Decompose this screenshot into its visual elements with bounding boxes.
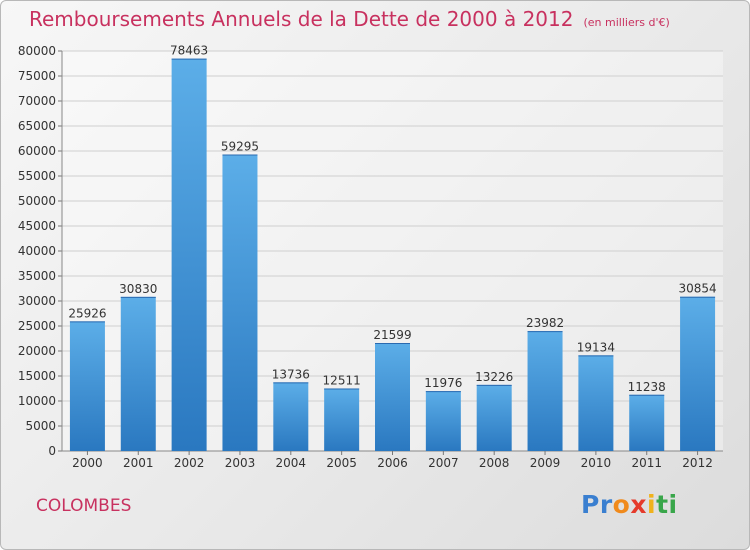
bar-value-label: 21599 [373, 328, 411, 342]
proxiti-logo: Proxiti [581, 490, 678, 519]
bar-value-label: 23982 [526, 316, 564, 330]
y-tick-label: 25000 [18, 319, 56, 333]
bar [171, 58, 207, 452]
place-name: COLOMBES [36, 496, 132, 516]
bar-value-label: 11238 [628, 380, 666, 394]
x-tick-label: 2012 [682, 456, 713, 470]
bar-value-label: 12511 [323, 373, 361, 387]
bar [425, 391, 461, 451]
y-tick-label: 30000 [18, 294, 56, 308]
logo-letter: i [647, 490, 657, 519]
y-tick-label: 75000 [18, 69, 56, 83]
y-tick-label: 60000 [18, 144, 56, 158]
x-tick-label: 2002 [174, 456, 205, 470]
bar-value-label: 30854 [678, 282, 716, 296]
bar [578, 355, 614, 451]
y-tick-label: 10000 [18, 394, 56, 408]
x-tick-label: 2009 [530, 456, 561, 470]
y-tick-label: 50000 [18, 194, 56, 208]
bar-value-label: 59295 [221, 140, 259, 154]
bar-value-label: 78463 [170, 44, 208, 58]
logo-letter: t [656, 490, 669, 519]
x-tick-label: 2005 [326, 456, 357, 470]
logo-letter: r [599, 490, 613, 519]
chart-title-text: Remboursements Annuels de la Dette de 20… [29, 7, 574, 31]
bar [324, 388, 360, 451]
y-tick-label: 15000 [18, 369, 56, 383]
bar [527, 331, 563, 451]
y-tick-label: 45000 [18, 219, 56, 233]
chart-subtitle: (en milliers d'€) [583, 16, 670, 29]
bar-value-label: 30830 [119, 282, 157, 296]
bar-value-label: 11976 [424, 376, 462, 390]
bar [680, 296, 716, 451]
x-tick-label: 2000 [72, 456, 103, 470]
x-tick-label: 2011 [631, 456, 662, 470]
x-tick-label: 2010 [581, 456, 612, 470]
bar-value-label: 13226 [475, 370, 513, 384]
logo-letter: P [581, 490, 600, 519]
bar [69, 321, 105, 451]
bar [273, 382, 309, 451]
bar-value-label: 19134 [577, 340, 615, 354]
logo-letter: x [630, 490, 647, 519]
bar-value-label: 25926 [68, 306, 106, 320]
x-tick-label: 2008 [479, 456, 510, 470]
x-tick-label: 2004 [276, 456, 307, 470]
bar-value-label: 13736 [272, 367, 310, 381]
x-tick-label: 2003 [225, 456, 256, 470]
y-tick-label: 40000 [18, 244, 56, 258]
y-tick-label: 80000 [18, 44, 56, 58]
bar [629, 394, 665, 451]
y-tick-label: 70000 [18, 94, 56, 108]
bar [222, 154, 258, 451]
x-tick-label: 2001 [123, 456, 154, 470]
x-tick-label: 2007 [428, 456, 459, 470]
logo-letter: i [668, 490, 678, 519]
x-tick-label: 2006 [377, 456, 408, 470]
y-tick-label: 55000 [18, 169, 56, 183]
bar [375, 343, 410, 451]
y-tick-label: 35000 [18, 269, 56, 283]
y-tick-label: 20000 [18, 344, 56, 358]
y-tick-label: 5000 [25, 419, 56, 433]
bar [120, 296, 156, 451]
y-tick-label: 0 [48, 444, 56, 458]
chart-title: Remboursements Annuels de la Dette de 20… [29, 7, 670, 31]
logo-letter: o [612, 490, 631, 519]
y-tick-label: 65000 [18, 119, 56, 133]
bar [476, 384, 512, 451]
